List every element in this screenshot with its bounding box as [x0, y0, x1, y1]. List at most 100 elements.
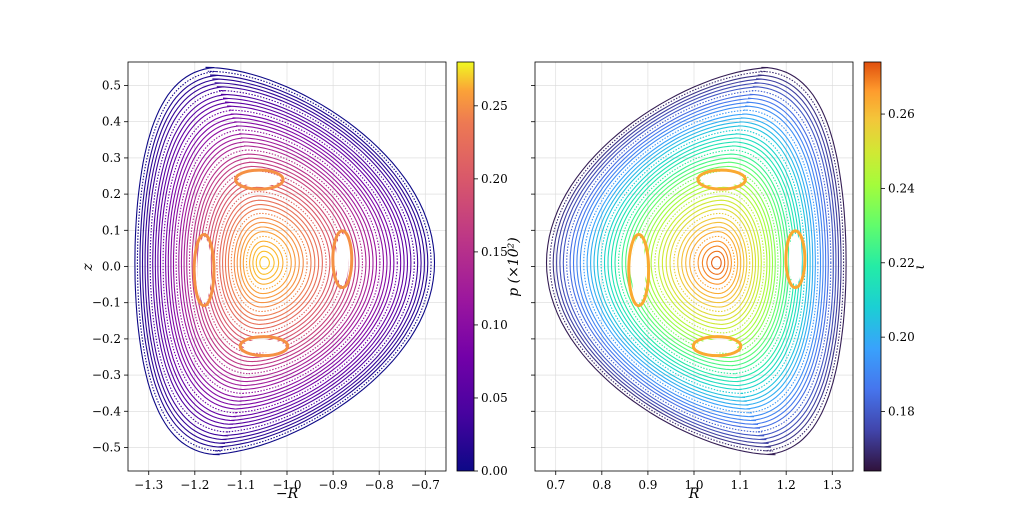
flux-surface: [227, 208, 312, 317]
x-tick-label: 0.8: [592, 478, 611, 492]
flux-surface: [576, 101, 824, 422]
y-tick-label: 0.2: [102, 187, 121, 201]
right-flux-surfaces: [545, 66, 847, 456]
flux-surface: [255, 250, 275, 275]
flux-surface: [154, 97, 409, 425]
y-tick-label: −0.3: [92, 368, 121, 382]
colorbar-tick-label: 0.25: [481, 99, 508, 113]
y-tick-label: −0.1: [92, 296, 121, 310]
colorbar-tick-label: 0.00: [481, 464, 508, 478]
flux-surface: [711, 256, 722, 270]
x-tick-label: −0.9: [319, 478, 348, 492]
flux-surface: [621, 153, 790, 371]
magnetic-island-core: [696, 339, 738, 353]
colorbar-tick-label: 0.05: [481, 391, 508, 405]
flux-surface: [607, 137, 801, 387]
x-tick-label: 1.0: [684, 478, 703, 492]
flux-surface: [579, 105, 822, 418]
flux-surface: [252, 245, 280, 280]
flux-surface: [586, 113, 816, 410]
left-colorbar-gradient: [457, 62, 474, 471]
flux-surface: [216, 191, 327, 334]
right-colorbar-frame: [863, 61, 882, 472]
flux-surface: [559, 82, 837, 441]
flux-surface: [654, 191, 765, 334]
magnetic-island: [696, 168, 747, 191]
flux-surface: [614, 145, 795, 379]
flux-surface: [590, 117, 814, 406]
flux-surface: [562, 86, 834, 437]
flux-surface: [552, 74, 842, 448]
left-panel: −1.3 −1.2 −1.1 −1.0 −0.9 −0.8 −0.7 0.50.40.30.…: [80, 61, 447, 502]
flux-surface: [259, 256, 270, 270]
left-x-axis-label: −R: [276, 486, 299, 502]
y-tick-label: 0.4: [102, 115, 121, 129]
flux-surface: [596, 125, 809, 398]
flux-surface: [673, 212, 751, 313]
flux-surface: [152, 93, 412, 429]
flux-surface: [222, 199, 320, 325]
flux-surface: [210, 182, 335, 342]
flux-surface: [233, 217, 304, 308]
right-colorbar-ticks: 0.18 0.20 0.22 0.24 0.26: [881, 107, 915, 419]
flux-surface: [661, 199, 759, 325]
flux-surface: [186, 145, 367, 379]
flux-surface: [677, 217, 748, 308]
y-tick-label: 0.3: [102, 151, 121, 165]
flux-surface: [175, 129, 381, 395]
flux-surface: [681, 221, 745, 304]
flux-surface: [149, 89, 415, 433]
left-y-axis-label: z: [80, 263, 96, 272]
colorbar-tick-label: 0.20: [481, 172, 508, 186]
right-colorbar-gradient: [864, 62, 881, 471]
flux-surface: [665, 204, 757, 321]
flux-surface: [658, 195, 762, 330]
flux-surface: [635, 169, 779, 355]
flux-surface: [134, 66, 436, 456]
colorbar-tick-label: 0.15: [481, 245, 508, 259]
flux-surface: [219, 195, 323, 330]
right-colorbar: 0.18 0.20 0.22 0.24 0.26 ι: [863, 61, 928, 472]
flux-surface: [603, 133, 803, 391]
flux-surface: [157, 101, 405, 422]
flux-surface: [706, 250, 726, 275]
flux-surface: [172, 125, 385, 398]
right-panel: 0.7 0.8 0.9 1.0 1.1 1.2 1.3 R: [531, 61, 854, 502]
flux-surface: [236, 221, 300, 304]
magnetic-island: [691, 335, 743, 358]
x-tick-label: −1.1: [226, 478, 255, 492]
flux-surface: [144, 82, 422, 441]
magnetic-island: [234, 168, 285, 191]
flux-surface: [239, 226, 296, 299]
flux-surface: [600, 129, 806, 395]
left-colorbar-frame: [456, 61, 475, 472]
flux-surface: [572, 97, 827, 425]
flux-surface: [167, 117, 391, 406]
y-tick-label: 0.0: [102, 260, 121, 274]
colorbar-tick-label: 0.26: [888, 107, 915, 121]
x-tick-label: 0.9: [638, 478, 657, 492]
y-tick-label: 0.1: [102, 223, 121, 237]
left-flux-surfaces: [134, 66, 436, 456]
flux-surface: [136, 70, 432, 452]
magnetic-island: [784, 229, 807, 290]
flux-surface: [165, 113, 395, 410]
flux-surface: [162, 109, 398, 414]
magnetic-island-core: [238, 173, 281, 187]
x-tick-label: −0.8: [365, 478, 394, 492]
flux-surface: [224, 204, 316, 321]
left-colorbar: 0.00 0.05 0.10 0.15 0.20 0.25 p (×10²): [456, 61, 522, 478]
left-colorbar-label: p (×10²): [506, 237, 522, 297]
flux-surface: [697, 240, 732, 285]
x-tick-label: 0.7: [546, 478, 565, 492]
x-tick-label: 1.1: [731, 478, 750, 492]
flux-surface: [549, 70, 845, 452]
flux-surface: [610, 141, 798, 383]
flux-surface: [593, 121, 811, 402]
colorbar-tick-label: 0.22: [888, 256, 915, 270]
colorbar-tick-label: 0.20: [888, 330, 915, 344]
y-tick-label: −0.2: [92, 332, 121, 346]
x-tick-label: −1.3: [134, 478, 163, 492]
flux-surface: [191, 153, 360, 371]
